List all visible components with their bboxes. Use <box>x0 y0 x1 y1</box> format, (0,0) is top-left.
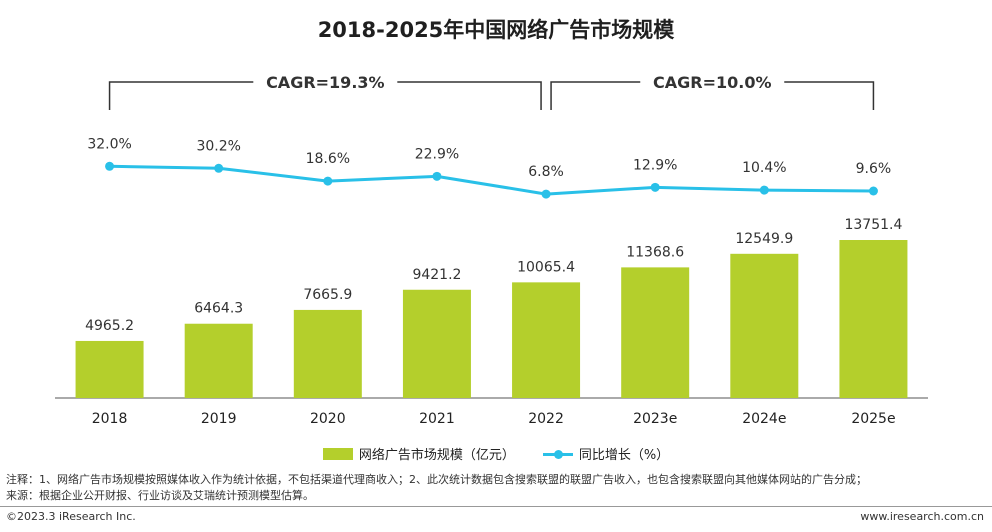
x-tick-label: 2022 <box>528 411 564 427</box>
bar-value-label: 4965.2 <box>85 318 134 334</box>
growth-point-2020 <box>323 176 333 186</box>
footer-divider <box>0 506 992 507</box>
growth-point-2024e <box>759 185 769 195</box>
x-tick-label: 2025e <box>851 411 895 427</box>
growth-point-2021 <box>432 171 442 181</box>
growth-point-2018 <box>105 161 115 171</box>
chart-canvas: 4965.2 2018 6464.3 2019 7665.9 2020 9421.2 2021… <box>55 73 928 427</box>
bar-2020 <box>293 309 362 398</box>
growth-point-2022 <box>541 189 551 199</box>
note-line-1: 注释：1、网络广告市场规模按照媒体收入作为统计依据，不包括渠道代理商收入；2、此… <box>6 473 867 486</box>
bar-2021 <box>402 289 471 398</box>
x-tick-label: 2019 <box>201 411 237 427</box>
x-tick-label: 2020 <box>310 411 346 427</box>
growth-value-label: 9.6% <box>856 161 892 177</box>
x-tick-label: 2023e <box>633 411 677 427</box>
growth-point-2019 <box>214 163 224 173</box>
bar-value-label: 10065.4 <box>517 259 575 275</box>
bar-2024e <box>730 253 799 398</box>
chart-title: 2018-2025年中国网络广告市场规模 <box>317 18 675 42</box>
growth-value-label: 22.9% <box>415 146 459 162</box>
x-tick-label: 2024e <box>742 411 786 427</box>
cagr-bracket-right <box>784 81 875 110</box>
bar-2022 <box>512 282 581 398</box>
growth-point-2023e <box>650 182 660 192</box>
cagr-bracket-left <box>550 81 641 110</box>
bar-value-label: 6464.3 <box>194 301 243 317</box>
footer-url: www.iresearch.com.cn <box>860 510 984 523</box>
growth-point-2025e <box>868 186 878 196</box>
legend: 网络广告市场规模（亿元） 同比增长（%） <box>0 444 992 463</box>
growth-value-label: 6.8% <box>528 164 564 180</box>
growth-line <box>109 164 874 196</box>
bar-value-label: 11368.6 <box>626 244 684 260</box>
bar-2025e <box>839 240 908 398</box>
legend-bar-swatch <box>322 447 353 460</box>
legend-line-swatch <box>542 448 573 460</box>
growth-value-label: 10.4% <box>742 160 786 176</box>
cagr-label: CAGR=19.3% <box>266 73 385 92</box>
bar-value-label: 9421.2 <box>412 267 461 283</box>
bar-2019 <box>184 323 253 398</box>
cagr-label: CAGR=10.0% <box>653 73 772 92</box>
bar-2023e <box>621 267 690 398</box>
notes: 注释：1、网络广告市场规模按照媒体收入作为统计依据，不包括渠道代理商收入；2、此… <box>6 472 867 504</box>
growth-value-label: 12.9% <box>633 157 677 173</box>
legend-item-bar: 网络广告市场规模（亿元） <box>322 444 515 463</box>
bar-value-label: 13751.4 <box>844 217 902 233</box>
bar-value-label: 12549.9 <box>735 231 793 247</box>
growth-value-label: 18.6% <box>306 151 350 167</box>
cagr-bracket-right <box>397 81 542 110</box>
bar-value-label: 7665.9 <box>303 287 352 303</box>
x-tick-label: 2021 <box>419 411 455 427</box>
bar-2018 <box>75 340 144 398</box>
legend-item-line: 同比增长（%） <box>542 444 670 463</box>
x-tick-label: 2018 <box>92 411 128 427</box>
footer-copyright: ©2023.3 iResearch Inc. <box>6 510 136 523</box>
growth-value-label: 30.2% <box>196 138 240 154</box>
note-line-2: 来源：根据企业公开财报、行业访谈及艾瑞统计预测模型估算。 <box>6 489 314 502</box>
legend-line-label: 同比增长（%） <box>578 448 670 463</box>
legend-bar-label: 网络广告市场规模（亿元） <box>358 448 515 463</box>
cagr-bracket-left <box>108 81 254 110</box>
growth-value-label: 32.0% <box>87 136 131 152</box>
